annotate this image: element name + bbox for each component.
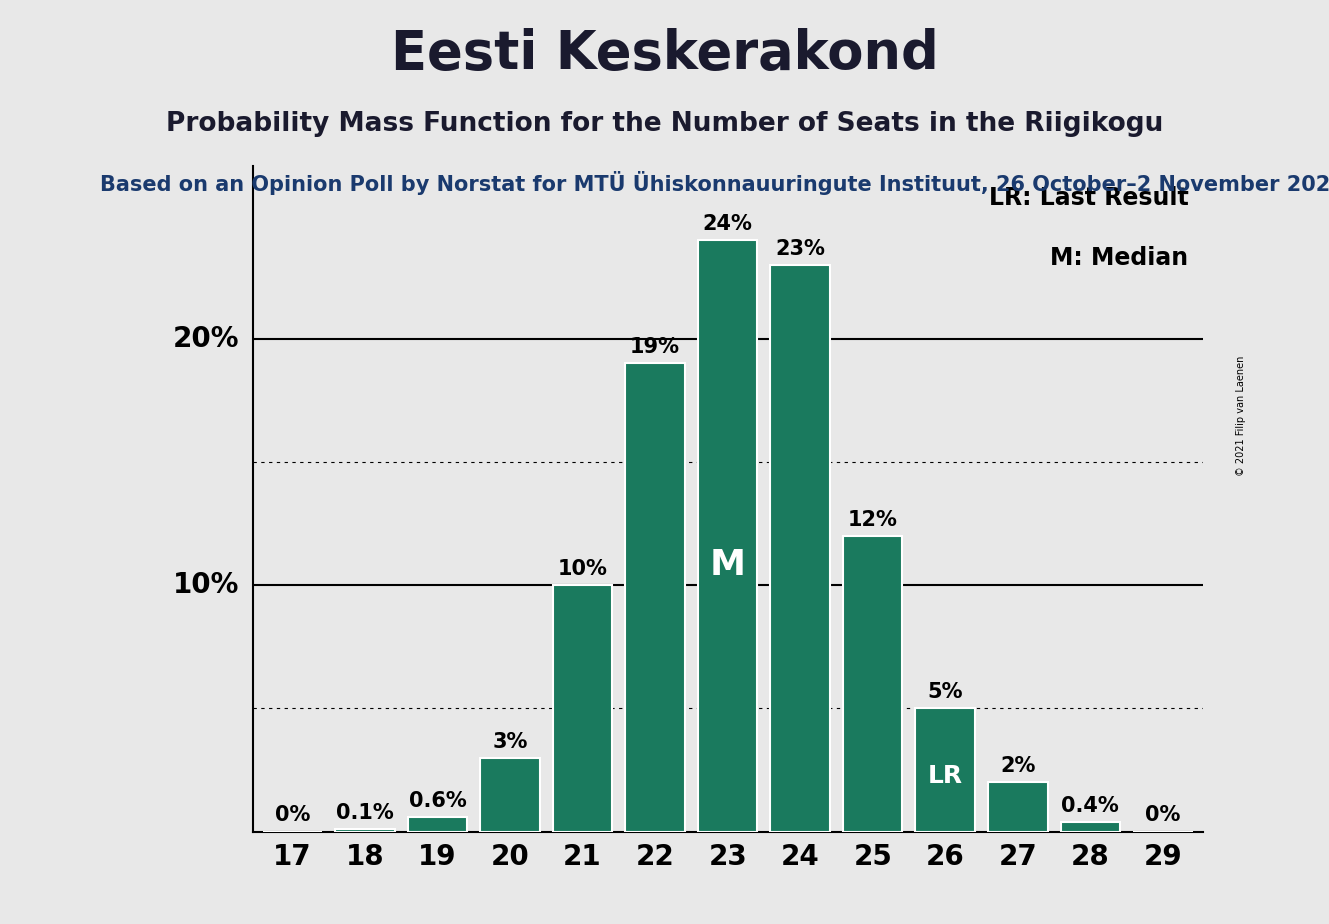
Text: 0.1%: 0.1% xyxy=(336,803,393,823)
Text: 24%: 24% xyxy=(703,214,752,234)
Text: © 2021 Filip van Laenen: © 2021 Filip van Laenen xyxy=(1236,356,1247,476)
Bar xyxy=(987,783,1047,832)
Bar xyxy=(771,265,829,832)
Bar xyxy=(1061,821,1120,832)
Text: M: M xyxy=(710,549,746,582)
Text: 0.6%: 0.6% xyxy=(408,791,466,810)
Text: 10%: 10% xyxy=(173,571,239,599)
Text: 0.4%: 0.4% xyxy=(1062,796,1119,816)
Text: 20%: 20% xyxy=(173,325,239,353)
Text: 12%: 12% xyxy=(848,510,897,529)
Bar xyxy=(480,758,540,832)
Bar xyxy=(843,536,902,832)
Text: M: Median: M: Median xyxy=(1050,246,1188,270)
Text: 10%: 10% xyxy=(558,559,607,579)
Text: 5%: 5% xyxy=(928,682,964,702)
Bar xyxy=(553,585,613,832)
Text: LR: Last Result: LR: Last Result xyxy=(989,187,1188,211)
Text: 19%: 19% xyxy=(630,337,680,358)
Text: 2%: 2% xyxy=(1001,756,1035,776)
Bar xyxy=(335,829,395,832)
Text: Eesti Keskerakond: Eesti Keskerakond xyxy=(391,28,938,79)
Bar xyxy=(916,709,975,832)
Text: 3%: 3% xyxy=(492,732,528,751)
Bar xyxy=(626,363,684,832)
Bar xyxy=(408,817,468,832)
Text: 23%: 23% xyxy=(775,238,825,259)
Text: 0%: 0% xyxy=(1146,806,1180,825)
Text: 0%: 0% xyxy=(275,806,310,825)
Text: Probability Mass Function for the Number of Seats in the Riigikogu: Probability Mass Function for the Number… xyxy=(166,111,1163,137)
Bar xyxy=(698,240,758,832)
Text: Based on an Opinion Poll by Norstat for MTÜ Ühiskonnauuringute Instituut, 26 Oct: Based on an Opinion Poll by Norstat for … xyxy=(100,171,1329,195)
Text: LR: LR xyxy=(928,764,962,788)
